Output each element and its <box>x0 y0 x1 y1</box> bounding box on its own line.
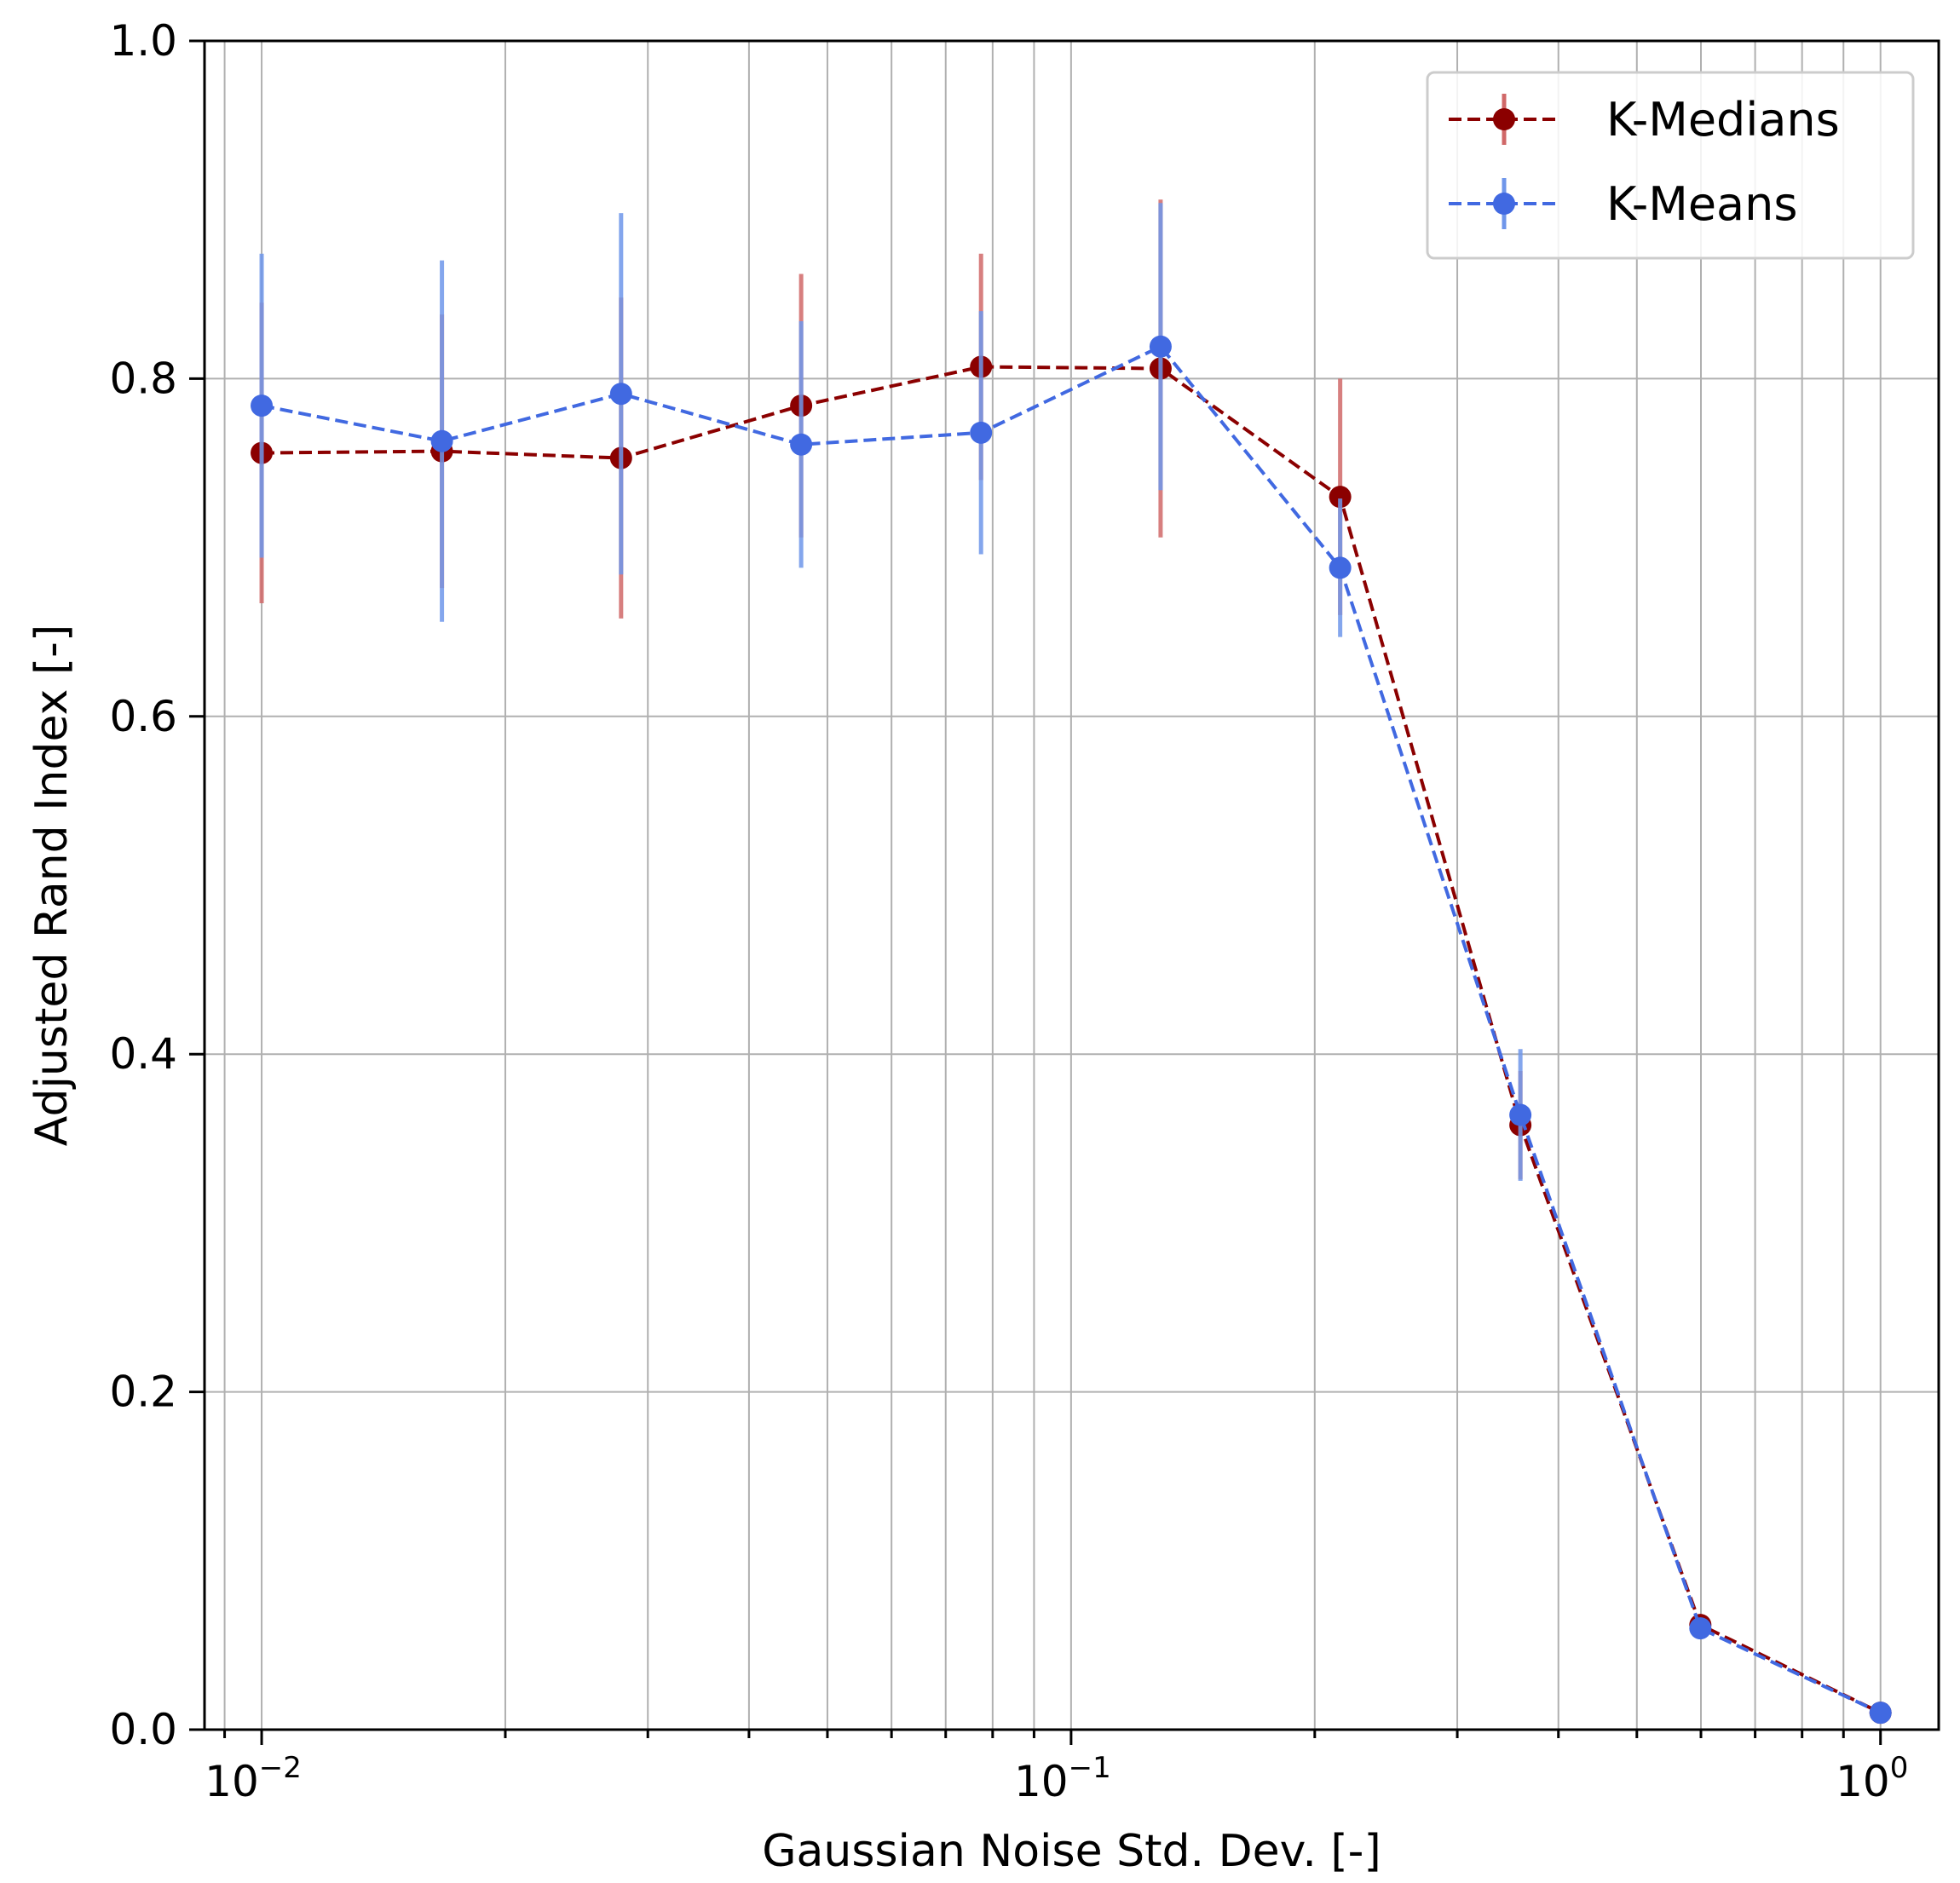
legend-marker <box>1493 108 1515 130</box>
series-line <box>261 344 1882 1715</box>
data-point <box>1149 335 1172 358</box>
legend-label: K-Means <box>1606 177 1798 231</box>
legend-label: K-Medians <box>1606 93 1840 147</box>
y-tick-label: 0.4 <box>109 1029 177 1079</box>
data-point <box>1869 1702 1892 1725</box>
y-tick-label: 1.0 <box>109 16 177 66</box>
legend-item: K-Means <box>1449 177 1798 231</box>
y-tick-label: 0.6 <box>109 692 177 741</box>
x-tick-label: 10−2 <box>205 1751 302 1806</box>
legend-item: K-Medians <box>1449 93 1840 147</box>
y-tick-label: 0.0 <box>109 1705 177 1754</box>
data-point <box>251 394 274 417</box>
plot-series <box>251 199 1892 1725</box>
data-point <box>1509 1103 1532 1126</box>
data-point <box>430 429 453 452</box>
data-point <box>609 383 632 406</box>
series-k-means <box>251 203 1892 1725</box>
y-tick-label: 0.8 <box>109 354 177 403</box>
x-axis-label: Gaussian Noise Std. Dev. [-] <box>762 1826 1381 1877</box>
data-point <box>970 421 993 444</box>
legend-marker <box>1493 193 1515 215</box>
y-axis-label: Adjusted Rand Index [-] <box>26 625 78 1146</box>
y-tick-label: 0.2 <box>109 1368 177 1417</box>
axis-ticks: 10−2 10−1 100 0.0 0.2 0.4 0.6 0.8 1.0 <box>109 16 1908 1806</box>
legend: K-Medians K-Means <box>1426 71 1915 260</box>
data-point <box>1689 1617 1712 1640</box>
x-tick-label: 10−1 <box>1014 1751 1111 1806</box>
data-point <box>790 433 813 456</box>
data-point <box>1329 486 1352 509</box>
x-tick-label: 100 <box>1836 1751 1908 1806</box>
data-point <box>1329 556 1352 579</box>
